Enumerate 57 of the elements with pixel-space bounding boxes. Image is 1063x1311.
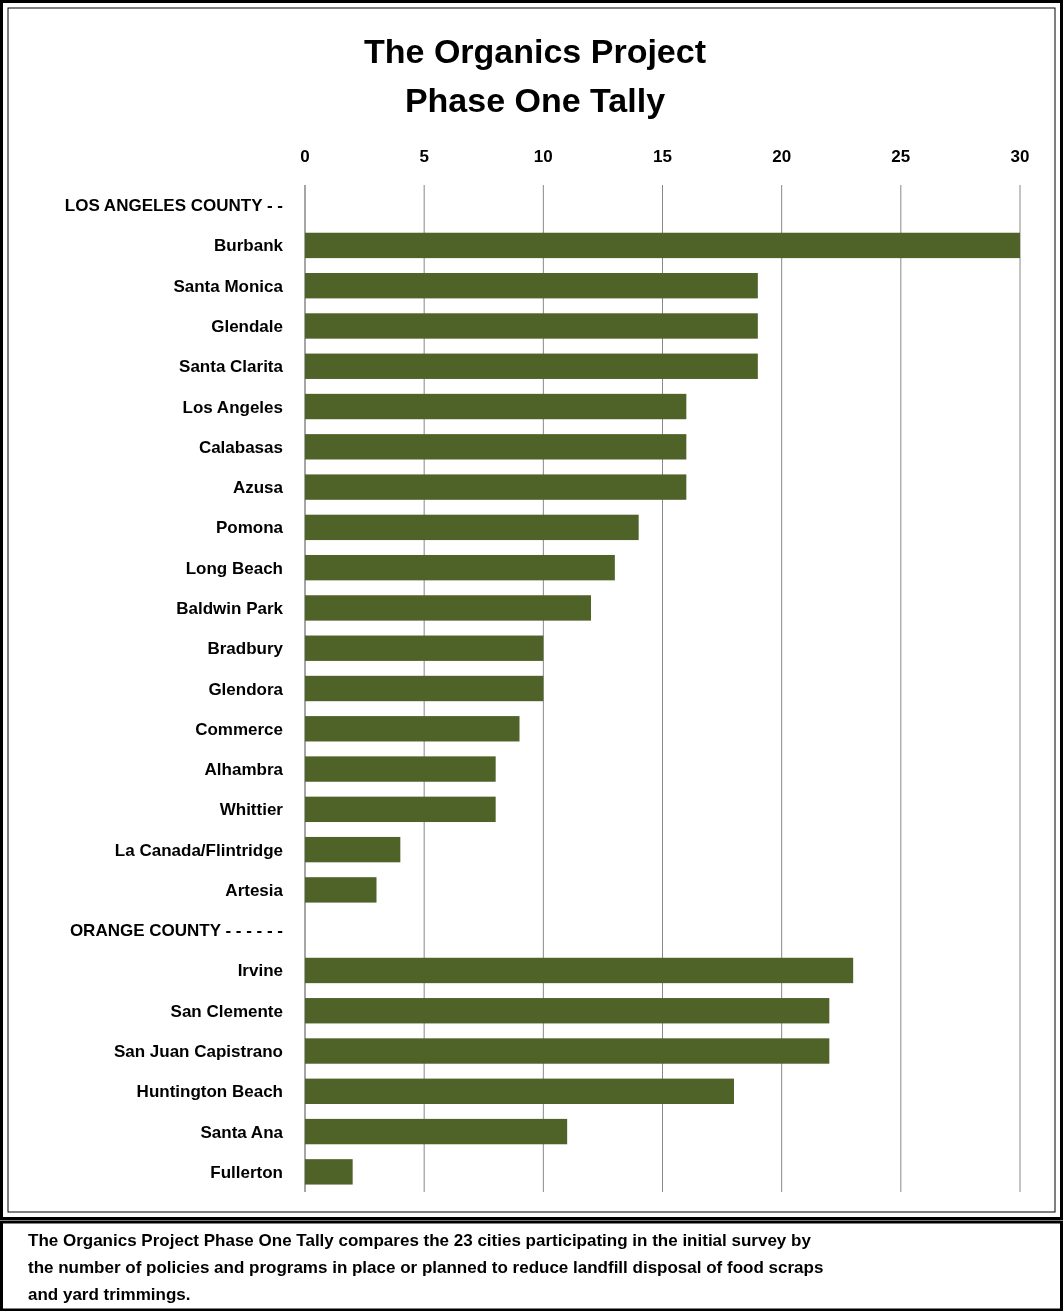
- y-tick-label: Glendora: [208, 679, 284, 699]
- y-tick-label: San Juan Capistrano: [113, 1042, 283, 1062]
- bar: [305, 554, 615, 581]
- y-tick-label: Whittier: [219, 800, 284, 820]
- bar: [305, 434, 687, 460]
- y-tick-label: Alhambra: [204, 760, 284, 780]
- bar: [305, 1078, 734, 1104]
- bar: [305, 836, 401, 863]
- y-tick-label: Azusa: [232, 478, 284, 498]
- bar: [305, 796, 496, 823]
- y-tick-label: Bradbury: [207, 639, 284, 659]
- x-tick-label: 25: [891, 147, 911, 166]
- y-tick-label: Burbank: [214, 236, 284, 256]
- x-tick-label: 20: [772, 147, 792, 166]
- bar: [305, 1159, 353, 1185]
- bar: [305, 313, 758, 339]
- bar: [305, 1038, 830, 1064]
- y-tick-label: Commerce: [195, 719, 283, 739]
- y-tick-label: Santa Monica: [173, 276, 284, 296]
- bar: [305, 957, 854, 984]
- x-tick-label: 0: [300, 147, 310, 166]
- bar: [305, 514, 639, 541]
- bar: [305, 675, 544, 702]
- x-tick-label: 10: [533, 147, 553, 166]
- y-tick-label: Fullerton: [210, 1162, 283, 1182]
- y-tick-label: LOS ANGELES COUNTY - -: [64, 196, 283, 216]
- y-tick-label: ORANGE COUNTY - - - - - -: [69, 921, 283, 941]
- y-tick-label: Los Angeles: [182, 397, 283, 417]
- bar: [305, 353, 758, 379]
- bar: [305, 756, 496, 782]
- bar: [305, 998, 830, 1024]
- x-tick-label: 15: [653, 147, 672, 166]
- bar: [305, 474, 687, 500]
- bar: [305, 273, 758, 299]
- bar: [305, 232, 1020, 259]
- y-tick-label: Artesia: [225, 880, 284, 900]
- y-tick-label: Huntington Beach: [136, 1082, 283, 1102]
- x-tick-label: 5: [419, 147, 429, 166]
- y-tick-label: Baldwin Park: [176, 598, 284, 618]
- y-tick-label: La Canada/Flintridge: [114, 840, 283, 860]
- bar: [305, 393, 687, 420]
- y-tick-label: Irvine: [237, 961, 283, 981]
- y-tick-label: Long Beach: [185, 558, 283, 578]
- y-tick-label: San Clemente: [170, 1001, 283, 1021]
- x-tick-label: 30: [1010, 147, 1030, 166]
- y-tick-label: Glendale: [211, 316, 283, 336]
- bar: [305, 877, 377, 903]
- bar: [305, 716, 520, 742]
- text: The Organics Project Phase One Tally compares the 23 cities participating in the initial survey by the number of policies and programs in place or planned to reduce landfill disposal of food scraps and yard trimmings.: [28, 1231, 824, 1304]
- bar: [305, 1118, 568, 1145]
- y-tick-label: Santa Clarita: [179, 357, 284, 377]
- bar: [305, 635, 544, 661]
- bar: [305, 595, 591, 621]
- y-tick-label: Pomona: [215, 518, 284, 538]
- y-tick-label: Calabasas: [198, 437, 283, 457]
- y-tick-label: Santa Ana: [200, 1122, 284, 1142]
- chart-title: The Organics Project Phase One Tally: [364, 32, 706, 119]
